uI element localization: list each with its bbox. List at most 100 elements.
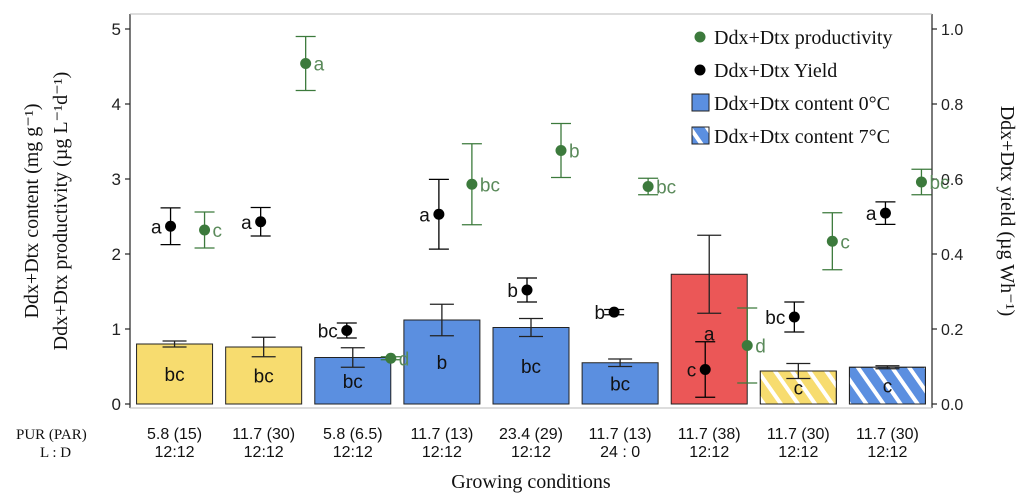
productivity-letter: bc (480, 175, 500, 196)
productivity-letter: c (840, 232, 850, 253)
productivity-point (915, 176, 927, 188)
productivity-letter: d (399, 349, 410, 370)
left-tick-label: 3 (112, 170, 121, 189)
content-error-bar (162, 340, 187, 348)
left-axis-title-content: Ddx+Dtx content (mg g⁻¹) (21, 103, 43, 318)
yield-point (165, 220, 177, 232)
category-pur-label: 11.7 (30) (232, 426, 295, 443)
yield-letter: a (241, 213, 252, 234)
left-tick-label: 4 (112, 95, 121, 114)
category-ld-label: 12:12 (511, 444, 551, 461)
category-ld-label: 12:12 (333, 444, 373, 461)
productivity-letter: bc (929, 173, 949, 194)
legend-box-swatch (691, 93, 710, 112)
productivity-letter: d (755, 337, 766, 358)
content-letter: bc (521, 357, 541, 378)
legend-label: Ddx+Dtx content 0°C (714, 93, 890, 115)
yield-letter: a (866, 204, 877, 225)
left-tick-label: 5 (112, 20, 121, 39)
yield-point (608, 306, 620, 318)
content-error-bar (875, 365, 900, 370)
yield-point (788, 311, 800, 323)
right-tick-label: 1.0 (941, 22, 963, 39)
content-error-bar (697, 234, 722, 314)
category-ld-label: 12:12 (778, 444, 818, 461)
productivity-letter: a (314, 55, 325, 76)
yield-letter: bc (318, 322, 338, 343)
right-tick-label: 0.0 (941, 397, 963, 414)
legend: Ddx+Dtx productivity Ddx+Dtx Yield Ddx+Dtx… (691, 27, 893, 148)
content-error-bar (340, 347, 365, 368)
yield-point (433, 208, 445, 220)
category-ld-label: 12:12 (422, 444, 462, 461)
category-pur-label: 11.7 (13) (589, 426, 652, 443)
left-axis-title-productivity: Ddx+Dtx productivity (µg L⁻¹d⁻¹) (50, 72, 72, 351)
category-pur-label: 5.8 (15) (147, 426, 202, 443)
content-error-bar (519, 317, 543, 338)
productivity-letter: b (569, 142, 580, 163)
content-error-bar (429, 303, 454, 337)
yield-letter: c (687, 361, 697, 382)
axes-layer: 0 1 2 3 4 5 0.0 0.2 0.4 0.6 0.8 1.0 (112, 13, 963, 414)
productivity-point (300, 58, 312, 69)
category-pur-label: 11.7 (38) (678, 426, 741, 443)
legend-entry: Ddx+Dtx content 0°C (691, 93, 890, 115)
content-error-bar (608, 358, 633, 368)
content-bar (492, 327, 570, 405)
legend-box-hatch (691, 126, 710, 145)
category-pur-label: 23.4 (29) (499, 426, 563, 443)
productivity-point (466, 178, 478, 190)
right-tick-label: 0.6 (941, 172, 963, 189)
yield-letter: b (507, 281, 518, 302)
content-letter: b (437, 353, 448, 374)
content-letter: c (794, 379, 804, 400)
right-tick-label: 0.8 (941, 97, 963, 114)
legend-point-swatch (694, 64, 706, 76)
left-tick-label: 1 (112, 320, 121, 339)
ld-row-label: L : D (40, 445, 71, 461)
left-tick-label: 2 (112, 245, 121, 264)
content-letter: a (704, 325, 715, 346)
category-ld-label: 12:12 (867, 444, 907, 461)
category-ld-label: 12:12 (689, 444, 729, 461)
yield-letter: a (419, 205, 430, 226)
productivity-letter: bc (656, 178, 676, 199)
content-letter: bc (610, 374, 630, 395)
content-bar (136, 343, 214, 405)
right-tick-label: 0.4 (941, 247, 963, 264)
right-tick-label: 0.2 (941, 322, 963, 339)
yield-point (341, 325, 353, 336)
content-letter: bc (343, 372, 363, 393)
productivity-letter: c (213, 221, 223, 242)
left-tick-label: 0 (112, 395, 121, 414)
yield-letter: a (151, 217, 162, 238)
legend-point-swatch (694, 31, 706, 43)
content-letter: c (883, 377, 893, 398)
legend-label: Ddx+Dtx productivity (714, 27, 893, 49)
category-pur-label: 5.8 (6.5) (323, 426, 383, 443)
content-letter: bc (254, 367, 274, 388)
legend-label: Ddx+Dtx Yield (714, 60, 837, 82)
bars-layer (136, 234, 926, 405)
content-error-bar (251, 336, 276, 358)
yield-point (255, 216, 267, 228)
productivity-point (642, 181, 654, 192)
legend-entry: Ddx+Dtx Yield (694, 60, 837, 82)
productivity-point (826, 235, 838, 247)
content-bar (581, 362, 659, 405)
productivity-point (385, 352, 397, 364)
yield-letter: b (595, 303, 606, 324)
legend-entry: Ddx+Dtx productivity (694, 27, 893, 49)
x-axis-title: Growing conditions (451, 471, 611, 493)
legend-label: Ddx+Dtx content 7°C (714, 126, 890, 148)
productivity-point (555, 145, 567, 156)
category-pur-label: 11.7 (30) (767, 426, 830, 443)
content-letter: bc (165, 365, 185, 386)
category-pur-label: 11.7 (13) (410, 426, 473, 443)
category-ld-label: 12:12 (244, 444, 284, 461)
productivity-point (741, 340, 753, 351)
yield-point (879, 207, 891, 219)
